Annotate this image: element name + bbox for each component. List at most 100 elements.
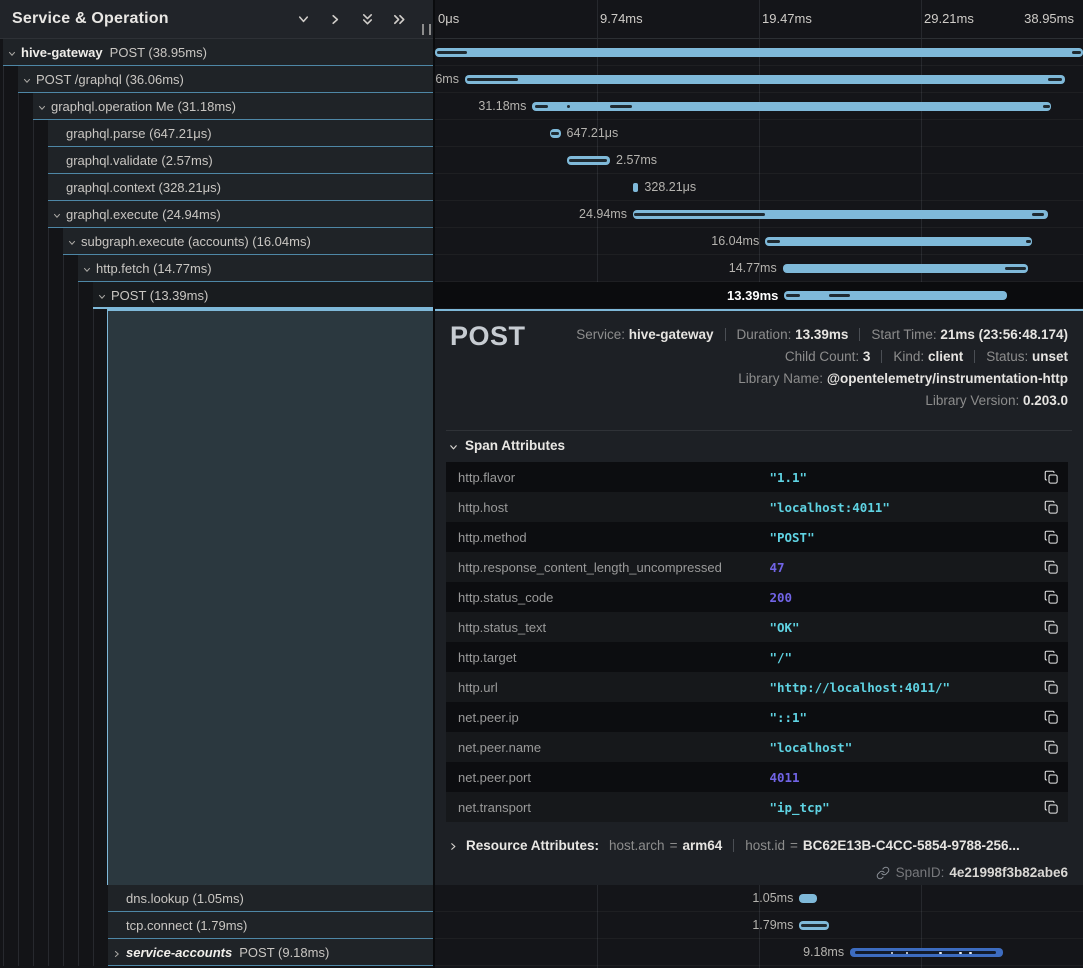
span-bar[interactable] (850, 948, 1003, 957)
meta-separator (974, 350, 975, 363)
tree-row-content: graphql.parse (647.21μs) (52, 120, 212, 146)
span-tree-row[interactable]: graphql.validate (2.57ms) (0, 147, 433, 174)
detail-divider (446, 430, 1072, 431)
span-bar[interactable] (784, 291, 1007, 300)
span-tree-row[interactable]: tcp.connect (1.79ms) (0, 912, 433, 939)
span-tree-row[interactable]: subgraph.execute (accounts) (16.04ms) (0, 228, 433, 255)
chevron-right-icon[interactable] (112, 947, 122, 957)
waterfall-row[interactable]: 647.21μs (435, 120, 1083, 147)
panel-divider[interactable] (433, 0, 435, 968)
chevron-down-icon[interactable] (22, 74, 32, 84)
detail-meta-line: Child Count: 3Kind: clientStatus: unset (576, 346, 1068, 368)
ruler-tick-label: 29.21ms (924, 11, 974, 26)
copy-icon[interactable] (1034, 800, 1068, 815)
span-attributes-table: http.flavor"1.1"http.host"localhost:4011… (446, 462, 1068, 822)
pane-resize-grip-icon[interactable] (422, 24, 431, 35)
resource-attributes-row[interactable]: Resource Attributes: host.arch=arm64host… (448, 838, 1072, 853)
attribute-key: net.peer.port (446, 770, 769, 785)
chevron-down-icon[interactable] (82, 263, 92, 273)
span-bar[interactable] (567, 156, 610, 165)
span-tree-row[interactable]: hive-gatewayPOST (38.95ms) (0, 39, 433, 66)
span-bar[interactable] (633, 210, 1048, 219)
operation-label: POST (13.39ms) (111, 288, 208, 303)
link-icon[interactable] (876, 866, 890, 880)
attribute-key: net.transport (446, 800, 769, 815)
meta-label: Status: (986, 349, 1032, 364)
tree-row-content: graphql.operation Me (31.18ms) (37, 93, 236, 119)
chevron-down-icon[interactable] (67, 236, 77, 246)
attribute-row: http.flavor"1.1" (446, 462, 1068, 492)
collapsed-child-dot (969, 952, 972, 955)
copy-icon[interactable] (1034, 590, 1068, 605)
span-tree-row[interactable]: graphql.operation Me (31.18ms) (0, 93, 433, 120)
copy-icon[interactable] (1034, 710, 1068, 725)
attribute-row: http.status_code200 (446, 582, 1068, 612)
span-tree-row[interactable]: POST (13.39ms) (0, 282, 433, 309)
span-bar[interactable] (799, 921, 829, 930)
span-duration-label: 328.21μs (644, 174, 696, 201)
chevrons-right-icon[interactable] (392, 12, 407, 27)
waterfall-row[interactable]: 1.79ms (435, 912, 1083, 939)
chevrons-down-icon[interactable] (360, 12, 375, 27)
attribute-value: "OK" (769, 620, 1034, 635)
chevron-down-icon[interactable] (296, 12, 311, 27)
meta-label: Kind: (893, 349, 928, 364)
span-duration-label: 1.05ms (573, 885, 793, 912)
chevron-down-icon[interactable] (37, 101, 47, 111)
child-span-tick (567, 105, 569, 108)
copy-icon[interactable] (1034, 500, 1068, 515)
chevron-right-icon[interactable] (328, 12, 343, 27)
waterfall-row[interactable] (435, 39, 1083, 66)
chevron-down-icon[interactable] (7, 47, 17, 57)
copy-icon[interactable] (1034, 560, 1068, 575)
resource-equals: = (790, 838, 798, 853)
attribute-value: "::1" (769, 710, 1034, 725)
span-tree-row[interactable]: graphql.execute (24.94ms) (0, 201, 433, 228)
copy-icon[interactable] (1034, 470, 1068, 485)
span-bar[interactable] (465, 75, 1065, 84)
span-tree-row[interactable]: graphql.parse (647.21μs) (0, 120, 433, 147)
waterfall-row[interactable]: 16.04ms (435, 228, 1083, 255)
ruler-tick-label: 0μs (438, 11, 459, 26)
attribute-row: net.transport"ip_tcp" (446, 792, 1068, 822)
copy-icon[interactable] (1034, 650, 1068, 665)
span-bar[interactable] (799, 894, 816, 903)
span-tree-row[interactable]: POST /graphql (36.06ms) (0, 66, 433, 93)
waterfall-row[interactable]: 1.05ms (435, 885, 1083, 912)
tree-row-content: graphql.context (328.21μs) (52, 174, 221, 200)
copy-icon[interactable] (1034, 740, 1068, 755)
span-attributes-section-header[interactable]: Span Attributes (448, 438, 565, 453)
span-tree-row[interactable]: dns.lookup (1.05ms) (0, 885, 433, 912)
waterfall-row[interactable]: 9.18ms (435, 939, 1083, 966)
span-tree-row[interactable]: graphql.context (328.21μs) (0, 174, 433, 201)
service-name: service-accounts (126, 945, 232, 960)
attribute-value: "http://localhost:4011/" (769, 680, 1034, 695)
span-bar[interactable] (532, 102, 1051, 111)
operation-label: http.fetch (14.77ms) (96, 261, 212, 276)
detail-meta-line: Library Name: @opentelemetry/instrumenta… (576, 368, 1068, 390)
span-id-label: SpanID: (896, 865, 945, 880)
waterfall-row[interactable]: 13.39ms (435, 282, 1083, 309)
span-duration-label: 24.94ms (435, 201, 627, 228)
span-bar[interactable] (765, 237, 1032, 246)
waterfall-row[interactable]: 2.57ms (435, 147, 1083, 174)
span-bar[interactable] (435, 48, 1083, 57)
copy-icon[interactable] (1034, 770, 1068, 785)
waterfall-row[interactable]: 14.77ms (435, 255, 1083, 282)
span-bar[interactable] (783, 264, 1029, 273)
waterfall-row[interactable]: 24.94ms (435, 201, 1083, 228)
waterfall-row[interactable]: 328.21μs (435, 174, 1083, 201)
span-tree-row[interactable]: service-accountsPOST (9.18ms) (0, 939, 433, 966)
chevron-down-icon[interactable] (52, 209, 62, 219)
waterfall-row[interactable]: 31.18ms (435, 93, 1083, 120)
copy-icon[interactable] (1034, 530, 1068, 545)
chevron-down-icon[interactable] (97, 290, 107, 300)
copy-icon[interactable] (1034, 680, 1068, 695)
meta-separator (733, 839, 734, 852)
span-bar[interactable] (633, 183, 638, 192)
span-tree-row[interactable]: http.fetch (14.77ms) (0, 255, 433, 282)
ruler-tick-label: 38.95ms (1024, 11, 1074, 26)
span-bar[interactable] (550, 129, 561, 138)
waterfall-row[interactable]: 36.06ms (435, 66, 1083, 93)
copy-icon[interactable] (1034, 620, 1068, 635)
